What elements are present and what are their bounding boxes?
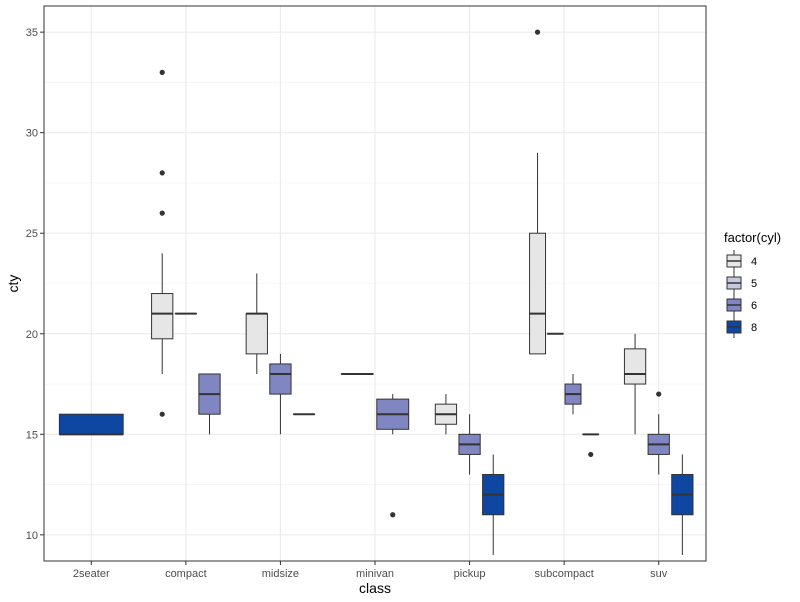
y-tick-label: 25: [26, 228, 38, 240]
boxes-layer: [58, 29, 694, 555]
y-tick-label: 15: [26, 429, 38, 441]
box-suv-cyl6: [647, 391, 670, 475]
legend-title: factor(cyl): [724, 230, 781, 245]
y-tick-label: 10: [26, 530, 38, 542]
outlier-point: [159, 69, 165, 75]
outlier-point: [656, 391, 662, 397]
box-iqr: [269, 363, 292, 395]
legend-label: 4: [751, 256, 757, 268]
x-tick-label: compact: [165, 568, 207, 580]
legend: factor(cyl) 4 5 6 8: [724, 230, 781, 338]
box-2seater-cyl8: [58, 413, 124, 436]
box-midsize-cyl4: [245, 273, 268, 374]
box-pickup-cyl4: [434, 394, 458, 435]
outlier-point: [390, 512, 396, 518]
legend-label: 6: [751, 300, 757, 312]
x-tick-label: pickup: [454, 568, 486, 580]
legend-item-5: 5: [726, 272, 757, 294]
y-tick-label: 30: [26, 128, 38, 140]
legend-item-4: 4: [726, 250, 757, 272]
box-pickup-cyl8: [482, 454, 505, 555]
box-pickup-cyl6: [458, 414, 481, 475]
box-midsize-cyl6: [269, 353, 292, 435]
legend-label: 5: [751, 278, 757, 290]
x-tick-label: subcompact: [534, 568, 593, 580]
x-tick-label: suv: [650, 568, 668, 580]
box-iqr: [623, 348, 647, 385]
box-iqr: [151, 293, 174, 340]
outlier-point: [588, 451, 594, 458]
x-tick-label: midsize: [262, 568, 299, 580]
legend-item-8: 8: [726, 316, 757, 338]
x-tick-label: minivan: [356, 568, 394, 580]
outlier-point: [534, 29, 541, 35]
box-subcompact-cyl6: [564, 373, 582, 415]
legend-label: 8: [751, 322, 757, 334]
box-subcompact-cyl8: [582, 433, 600, 458]
x-tick-label: 2seater: [73, 568, 110, 580]
legend-item-6: 6: [726, 294, 757, 316]
box-suv-cyl4: [623, 333, 647, 435]
outlier-point: [159, 411, 165, 417]
box-iqr: [58, 413, 124, 435]
box-minivan-cyl6: [376, 394, 410, 518]
box-compact-cyl4: [151, 69, 174, 417]
y-axis-ticks: 10 15 20 25 30 35: [26, 27, 44, 542]
y-tick-label: 20: [26, 329, 38, 341]
x-axis-title: class: [359, 580, 391, 596]
box-suv-cyl8: [671, 454, 694, 555]
y-axis-title: cty: [5, 275, 21, 293]
box-iqr: [245, 313, 268, 355]
outlier-point: [159, 210, 165, 216]
y-tick-label: 35: [26, 27, 38, 39]
box-subcompact-cyl4: [529, 29, 547, 355]
outlier-point: [159, 170, 165, 176]
box-compact-cyl6: [198, 373, 221, 435]
x-axis-ticks: 2seater compact midsize minivan pickup subcom…: [73, 561, 668, 580]
box-iqr: [529, 232, 547, 355]
